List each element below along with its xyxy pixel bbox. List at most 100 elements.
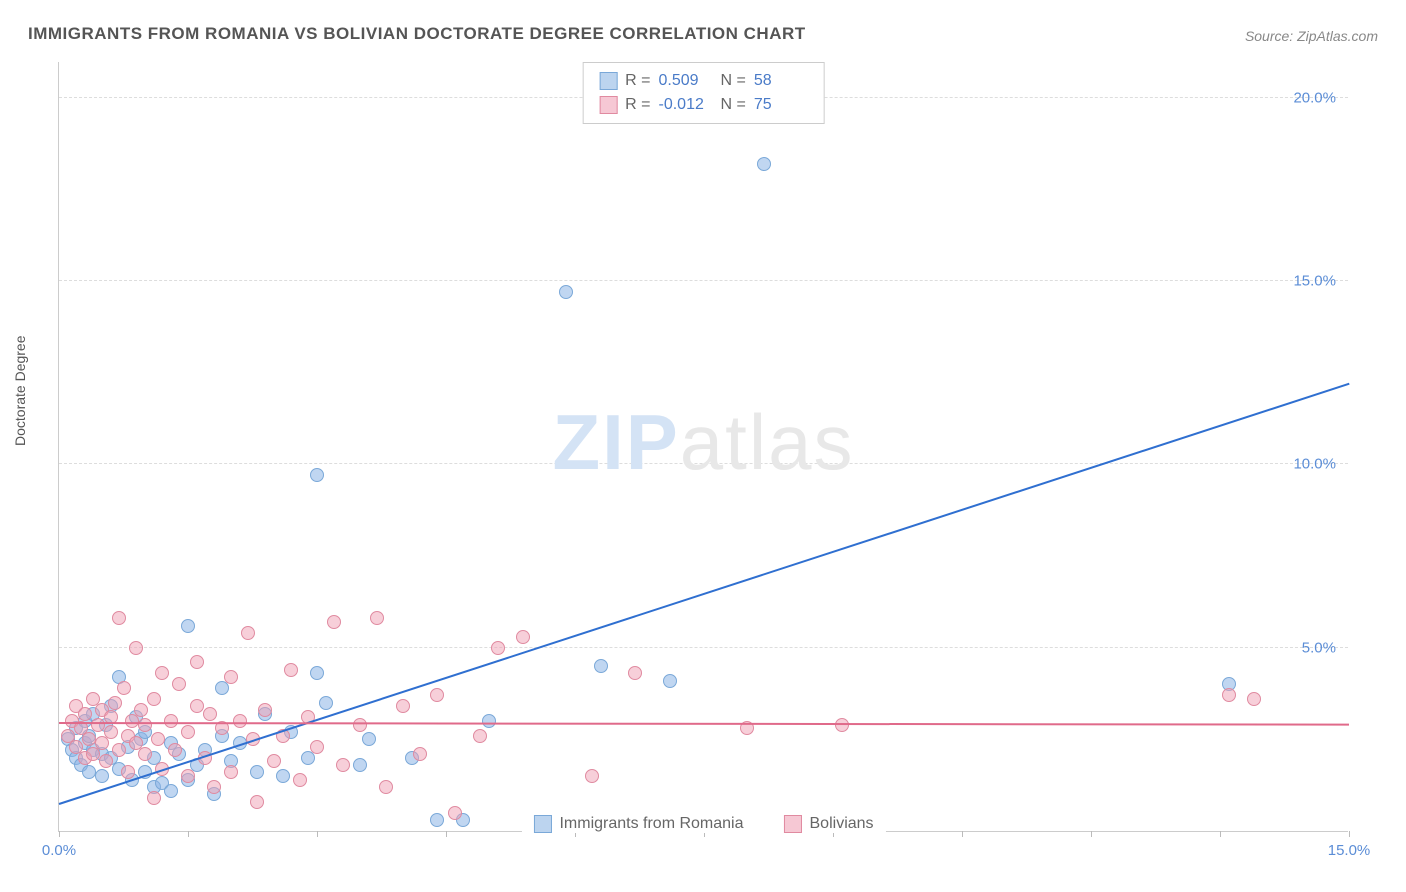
r-label-2: R = <box>625 93 650 117</box>
y-tick-label: 10.0% <box>1293 456 1336 473</box>
x-tick-label: 15.0% <box>1328 842 1371 859</box>
data-point <box>370 611 384 625</box>
y-tick-label: 20.0% <box>1293 89 1336 106</box>
data-point <box>327 615 341 629</box>
data-point <box>224 670 238 684</box>
gridline <box>59 463 1348 464</box>
y-axis-label: Doctorate Degree <box>12 335 28 446</box>
data-point <box>594 659 608 673</box>
data-point <box>293 773 307 787</box>
data-point <box>396 699 410 713</box>
data-point <box>559 285 573 299</box>
gridline <box>59 647 1348 648</box>
data-point <box>91 718 105 732</box>
data-point <box>147 791 161 805</box>
plot-area: ZIPatlas R = 0.509 N = 58 R = -0.012 N =… <box>58 62 1348 832</box>
data-point <box>336 758 350 772</box>
x-tick <box>1220 831 1221 837</box>
x-tick <box>188 831 189 837</box>
data-point <box>121 765 135 779</box>
legend-item-series2: Bolivians <box>784 815 874 833</box>
data-point <box>172 677 186 691</box>
data-point <box>430 813 444 827</box>
data-point <box>203 707 217 721</box>
data-point <box>319 696 333 710</box>
data-point <box>430 688 444 702</box>
data-point <box>757 157 771 171</box>
data-point <box>516 630 530 644</box>
data-point <box>82 765 96 779</box>
data-point <box>138 747 152 761</box>
n-value-2: 75 <box>754 93 808 117</box>
x-tick <box>962 831 963 837</box>
data-point <box>379 780 393 794</box>
data-point <box>233 714 247 728</box>
data-point <box>448 806 462 820</box>
x-tick <box>59 831 60 837</box>
data-point <box>241 626 255 640</box>
data-point <box>181 619 195 633</box>
data-point <box>628 666 642 680</box>
data-point <box>138 718 152 732</box>
legend-correlation: R = 0.509 N = 58 R = -0.012 N = 75 <box>582 62 825 124</box>
data-point <box>224 765 238 779</box>
data-point <box>95 769 109 783</box>
data-point <box>164 784 178 798</box>
legend-row-series2: R = -0.012 N = 75 <box>599 93 808 117</box>
watermark: ZIPatlas <box>552 396 854 487</box>
data-point <box>267 754 281 768</box>
data-point <box>310 666 324 680</box>
data-point <box>82 732 96 746</box>
data-point <box>1247 692 1261 706</box>
data-point <box>276 769 290 783</box>
data-point <box>117 681 131 695</box>
n-label-1: N = <box>721 69 746 93</box>
data-point <box>164 714 178 728</box>
y-tick-label: 15.0% <box>1293 273 1336 290</box>
data-point <box>134 703 148 717</box>
data-point <box>491 641 505 655</box>
legend-swatch-bottom-2 <box>784 815 802 833</box>
legend-series: Immigrants from Romania Bolivians <box>521 815 885 833</box>
data-point <box>413 747 427 761</box>
legend-label-1: Immigrants from Romania <box>559 815 743 833</box>
y-tick-label: 5.0% <box>1302 639 1336 656</box>
r-value-2: -0.012 <box>659 93 713 117</box>
data-point <box>108 696 122 710</box>
chart-title: IMMIGRANTS FROM ROMANIA VS BOLIVIAN DOCT… <box>28 24 806 44</box>
x-tick <box>1349 831 1350 837</box>
data-point <box>284 663 298 677</box>
source-label: Source: ZipAtlas.com <box>1245 28 1378 44</box>
data-point <box>663 674 677 688</box>
data-point <box>258 703 272 717</box>
gridline <box>59 280 1348 281</box>
data-point <box>310 468 324 482</box>
x-tick <box>317 831 318 837</box>
data-point <box>207 780 221 794</box>
data-point <box>310 740 324 754</box>
data-point <box>147 692 161 706</box>
x-tick-label: 0.0% <box>42 842 76 859</box>
data-point <box>104 725 118 739</box>
data-point <box>1222 688 1236 702</box>
data-point <box>362 732 376 746</box>
data-point <box>181 725 195 739</box>
legend-swatch-series2 <box>599 96 617 114</box>
data-point <box>473 729 487 743</box>
data-point <box>250 765 264 779</box>
data-point <box>112 611 126 625</box>
data-point <box>181 769 195 783</box>
legend-label-2: Bolivians <box>810 815 874 833</box>
data-point <box>78 707 92 721</box>
x-tick <box>446 831 447 837</box>
trend-line <box>59 722 1349 726</box>
x-tick <box>1091 831 1092 837</box>
legend-item-series1: Immigrants from Romania <box>533 815 743 833</box>
data-point <box>155 666 169 680</box>
data-point <box>190 699 204 713</box>
data-point <box>353 758 367 772</box>
data-point <box>190 655 204 669</box>
data-point <box>129 641 143 655</box>
data-point <box>99 754 113 768</box>
r-label-1: R = <box>625 69 650 93</box>
